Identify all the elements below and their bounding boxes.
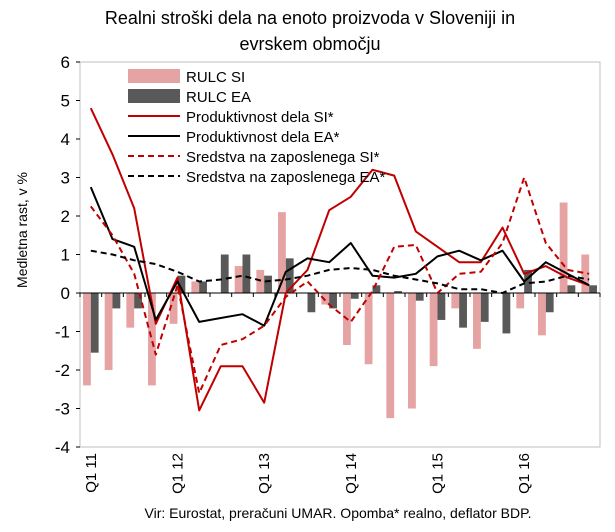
bar-rulc-si: [386, 293, 395, 419]
y-axis-label: Medletna rast, v %: [14, 172, 30, 288]
bar-rulc-ea: [134, 293, 142, 309]
y-tick-label: 2: [61, 207, 70, 226]
y-tick-label: 4: [61, 130, 70, 149]
plot-frame: [79, 61, 601, 448]
y-tick-label: -4: [55, 438, 70, 457]
bar-rulc-ea: [177, 275, 186, 293]
y-tick-label: 5: [61, 92, 70, 111]
bar-rulc-si: [429, 293, 438, 367]
chart-title-line-2: evrskem območju: [239, 34, 380, 54]
legend-label: Produktivnost dela EA*: [186, 129, 340, 146]
bar-rulc-si: [321, 293, 330, 305]
bar-rulc-si: [191, 281, 200, 293]
bar-rulc-ea: [307, 293, 316, 313]
x-tick-label: Q1 12: [170, 453, 187, 494]
plot-area: -4 -3 -2 -1 0 1 2 3 4 5 6 Q1 11 Q1 12 Q1 13 Q1 14 Q1 15…: [55, 53, 601, 494]
bar-rulc-si: [278, 212, 286, 293]
legend-label: Sredstva na zaposlenega EA*: [186, 169, 385, 186]
x-tick-label: Q1 11: [83, 453, 100, 493]
series-line-produktivnost-dela-ea-: [89, 186, 590, 327]
x-tick-label: Q1 13: [256, 453, 273, 494]
bar-rulc-si: [473, 293, 481, 349]
bar-rulc-ea: [112, 293, 121, 309]
legend-swatch: [128, 69, 180, 83]
bar-rulc-ea: [589, 285, 597, 293]
bar-rulc-ea: [242, 254, 251, 293]
bar-rulc-si: [169, 293, 178, 324]
y-tick-label: -1: [55, 323, 70, 342]
bar-rulc-si: [104, 293, 113, 370]
y-tick-label: -3: [55, 400, 70, 419]
bar-rulc-ea: [329, 293, 337, 309]
bar-rulc-ea: [459, 293, 467, 328]
bar-rulc-si: [83, 293, 91, 386]
source-note: Vir: Eurostat, preračuni UMAR. Opomba* r…: [145, 505, 532, 521]
series-line-sredstva-na-zaposlenega-si-: [90, 176, 590, 395]
legend-label: RULC SI: [186, 69, 245, 86]
legend-label: Sredstva na zaposlenega SI*: [186, 149, 380, 166]
bar-rulc-ea: [437, 293, 446, 320]
bar-rulc-ea: [502, 293, 511, 334]
y-tick-label: 1: [61, 246, 70, 265]
x-tick-label: Q1 16: [516, 453, 533, 494]
bar-rulc-ea: [524, 269, 532, 293]
y-tick-label: 3: [61, 169, 70, 188]
legend-label: RULC EA: [186, 89, 251, 106]
legend: RULC SI RULC EA Produktivnost dela SI* Prod…: [128, 69, 385, 186]
bar-rulc-si: [408, 293, 416, 409]
x-tick-label: Q1 14: [343, 453, 360, 494]
bar-rulc-si: [559, 202, 568, 293]
bar-rulc-ea: [264, 275, 272, 293]
bar-rulc-ea: [220, 254, 229, 293]
bar-rulc-si: [538, 293, 546, 336]
bar-rulc-si: [581, 254, 590, 293]
bar-rulc-ea: [90, 293, 99, 353]
bar-rulc-si: [516, 293, 525, 309]
bar-rulc-ea: [199, 281, 207, 293]
bar-rulc-ea: [415, 293, 424, 301]
bar-rulc-ea: [372, 285, 381, 293]
bar-rulc-ea: [545, 293, 554, 313]
bar-rulc-si: [126, 293, 135, 328]
y-tick-label: 6: [61, 53, 70, 72]
chart-title-line-1: Realni stroški dela na enoto proizvoda v…: [105, 8, 515, 28]
series-line-produktivnost-dela-si-: [89, 107, 590, 412]
bar-rulc-si: [234, 266, 243, 293]
legend-swatch: [128, 89, 180, 103]
y-tick-label: 0: [61, 284, 70, 303]
x-tick-label: Q1 15: [430, 453, 447, 494]
bar-rulc-si: [364, 293, 373, 365]
bar-rulc-ea: [480, 293, 489, 322]
bar-rulc-ea: [394, 291, 402, 293]
bar-rulc-ea: [567, 285, 576, 293]
series-line-sredstva-na-zaposlenega-ea-: [90, 249, 590, 294]
y-tick-label: -2: [55, 361, 70, 380]
bar-rulc-ea: [350, 293, 359, 299]
legend-label: Produktivnost dela SI*: [186, 109, 334, 126]
bar-rulc-ea: [285, 258, 294, 293]
bar-rulc-si: [148, 293, 156, 386]
bar-rulc-si: [451, 293, 460, 309]
